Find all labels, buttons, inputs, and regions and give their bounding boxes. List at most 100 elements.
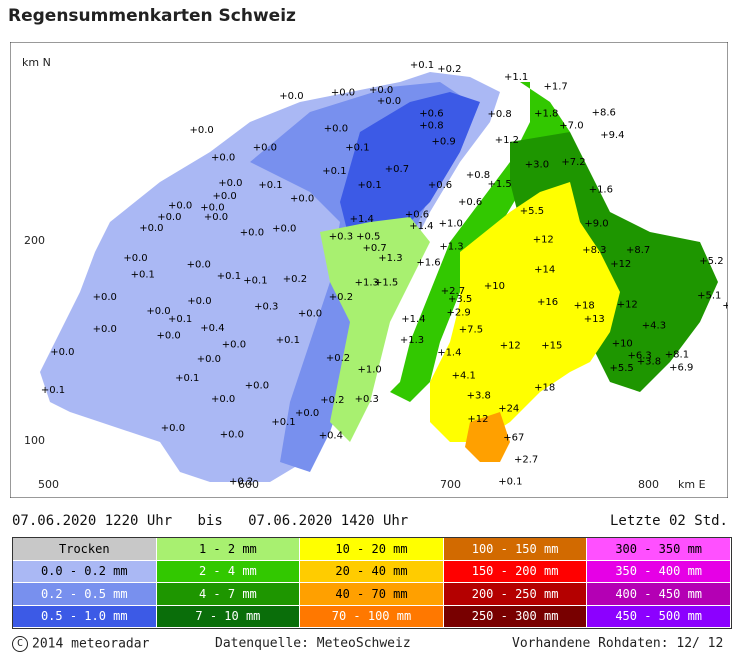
station-value: +0.0 (377, 96, 401, 107)
station-value: +0.8 (466, 170, 490, 181)
legend-cell: 4 - 7 mm (156, 583, 301, 606)
legend-cell: 40 - 70 mm (300, 583, 444, 606)
station-value: +0.6 (428, 180, 452, 191)
x-tick-500: 500 (38, 478, 59, 491)
legend-cell: 20 - 40 mm (300, 560, 444, 583)
station-value: +2.9 (447, 308, 471, 319)
station-value: +0.1 (168, 314, 192, 325)
station-value: +1.0 (439, 219, 463, 230)
station-value: +0.9 (432, 137, 456, 148)
station-value: +2.7 (514, 454, 538, 465)
station-value: +0.0 (93, 292, 117, 303)
station-value: +8.6 (592, 107, 616, 118)
station-value: +12 (533, 235, 554, 246)
station-value: +3.8 (467, 391, 491, 402)
station-value: +9.4 (600, 130, 624, 141)
station-value: +0.2 (437, 64, 461, 75)
station-value: +0.1 (498, 476, 522, 487)
station-value: +10 (612, 339, 633, 350)
station-value: +1.6 (416, 257, 440, 268)
raw-data-status: Vorhandene Rohdaten: 12/ 12 (512, 636, 723, 651)
station-value: +1.4 (437, 348, 461, 359)
period-row: 07.06.2020 1220 Uhr bis 07.06.2020 1420 … (12, 513, 728, 533)
station-value: +0.0 (220, 429, 244, 440)
station-value: +0.1 (175, 373, 199, 384)
station-value: +1.4 (350, 214, 374, 225)
axis-east-label: km E (678, 478, 706, 491)
legend-cell: 0.5 - 1.0 mm (13, 605, 157, 628)
station-value: +0.6 (458, 197, 482, 208)
station-value: +7.0 (559, 121, 583, 132)
station-value: +0.0 (139, 223, 163, 234)
station-value: +0.0 (187, 260, 211, 271)
station-value: +1.6 (589, 185, 613, 196)
precipitation-legend: Trocken 1 - 2 mm 10 - 20 mm 100 - 150 mm 300… (12, 537, 732, 629)
station-value: +0.0 (168, 200, 192, 211)
station-value: +0.4 (319, 431, 343, 442)
x-tick-700: 700 (440, 478, 461, 491)
station-value: +18 (574, 300, 595, 311)
station-value: +0.2 (326, 353, 350, 364)
station-value: +3.0 (525, 159, 549, 170)
station-value: +12 (617, 299, 638, 310)
station-value: +7.2 (561, 157, 585, 168)
period-range: 07.06.2020 1220 Uhr bis 07.06.2020 1420 … (12, 513, 408, 529)
axis-north-label: km N (22, 56, 51, 69)
station-value: +0.0 (123, 253, 147, 264)
station-value: +0.1 (131, 269, 155, 280)
station-value: +1.8 (534, 108, 558, 119)
station-value: +0.1 (358, 180, 382, 191)
station-value: +0.0 (190, 125, 214, 136)
station-value: +0.2 (229, 476, 253, 487)
legend-cell: 200 - 250 mm (443, 583, 588, 606)
station-value-labels: +0.1 +0.2+1.1+1.7+0.0 +0.0 +0.0+0.0+8.6+0.6… (41, 60, 728, 487)
station-value: +67 (503, 433, 524, 444)
legend-cell: 0.0 - 0.2 mm (13, 560, 157, 583)
legend-cell: 0.2 - 0.5 mm (13, 583, 157, 606)
station-value: +15 (541, 340, 562, 351)
raw-data-label: Vorhandene Rohdaten: (512, 636, 669, 651)
from-date: 07.06.2020 (12, 513, 97, 529)
copyright: C 2014 meteoradar (12, 636, 149, 652)
station-value: +12 (610, 259, 631, 270)
station-value: +0.8 (488, 109, 512, 120)
station-value: +4.1 (452, 371, 476, 382)
station-value: +0.0 (146, 306, 170, 317)
station-value: +3.8 (637, 356, 661, 367)
station-value: +0.1 (322, 166, 346, 177)
station-value: +13 (584, 314, 605, 325)
station-value: +4.0 (722, 300, 728, 311)
station-value: +8.3 (582, 245, 606, 256)
station-value: +1.3 (400, 335, 424, 346)
legend-cell: 350 - 400 mm (587, 560, 731, 583)
station-value: +7.5 (459, 325, 483, 336)
station-value: +16 (537, 297, 558, 308)
station-value: +3.5 (448, 294, 472, 305)
station-value: +0.3 (254, 302, 278, 313)
station-value: +0.1 (345, 143, 369, 154)
station-value: +1.7 (544, 81, 568, 92)
precipitation-map: km N km E 500 600 700 800 200 100 +0.1 +0… (10, 42, 728, 498)
station-value: +0.2 (283, 274, 307, 285)
station-value: +0.1 (276, 335, 300, 346)
station-value: +0.0 (161, 423, 185, 434)
legend-cell: 1 - 2 mm (156, 538, 301, 561)
station-value: +0.0 (50, 347, 74, 358)
legend-cell: 250 - 300 mm (443, 605, 588, 628)
station-value: +12 (500, 340, 521, 351)
station-value: +0.2 (320, 395, 344, 406)
station-value: +0.0 (200, 203, 224, 214)
station-value: +8.7 (626, 245, 650, 256)
station-value: +5.5 (610, 363, 634, 374)
station-value: +0.3 (329, 231, 353, 242)
station-value: +8.1 (665, 350, 689, 361)
legend-cell: 7 - 10 mm (156, 605, 301, 628)
station-value: +1.5 (374, 278, 398, 289)
station-value: +1.5 (488, 179, 512, 190)
station-value: +6.9 (669, 362, 693, 373)
y-tick-100: 100 (24, 434, 45, 447)
legend-cell: Trocken (13, 538, 157, 561)
station-value: +0.7 (363, 243, 387, 254)
station-value: +0.2 (329, 292, 353, 303)
station-value: +5.2 (699, 256, 723, 267)
